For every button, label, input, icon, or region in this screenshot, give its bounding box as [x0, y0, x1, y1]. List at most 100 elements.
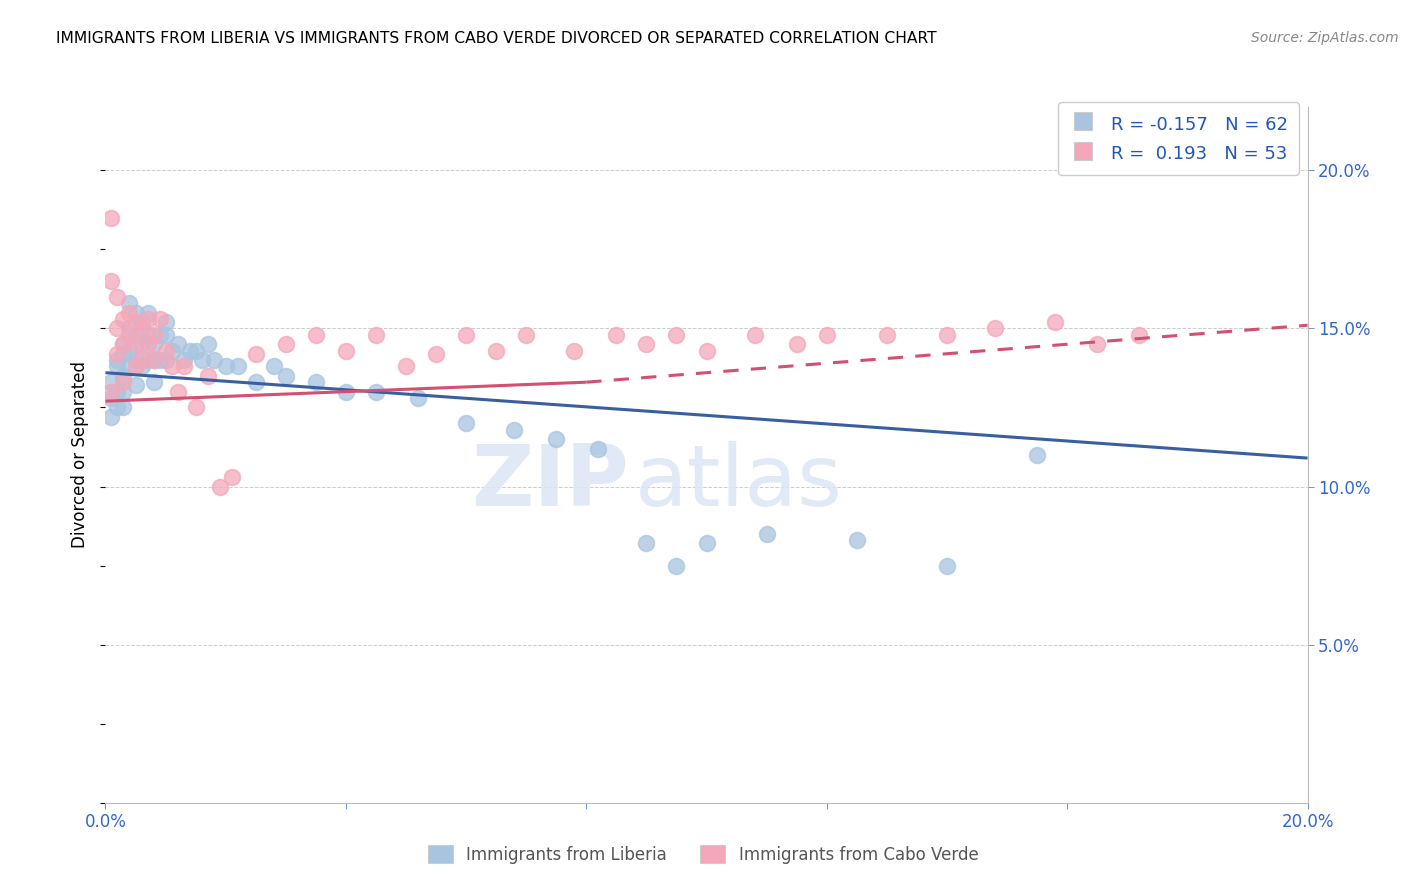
Point: [636, 337, 658, 351]
Text: ZIP: ZIP: [471, 442, 628, 524]
Point: [166, 384, 188, 399]
Point: [1128, 327, 1150, 342]
Point: [131, 337, 153, 351]
Point: [696, 343, 718, 358]
Point: [263, 359, 285, 374]
Point: [112, 401, 135, 415]
Point: [208, 479, 231, 493]
Point: [197, 368, 219, 383]
Point: [755, 527, 778, 541]
Point: [503, 423, 526, 437]
Point: [605, 327, 627, 342]
Point: [936, 558, 959, 573]
Point: [107, 401, 129, 415]
Point: [305, 327, 328, 342]
Text: IMMIGRANTS FROM LIBERIA VS IMMIGRANTS FROM CABO VERDE DIVORCED OR SEPARATED CORR: IMMIGRANTS FROM LIBERIA VS IMMIGRANTS FR…: [56, 31, 936, 46]
Point: [221, 470, 243, 484]
Point: [131, 353, 153, 368]
Point: [562, 343, 585, 358]
Point: [118, 327, 141, 342]
Point: [425, 347, 447, 361]
Legend: Immigrants from Liberia, Immigrants from Cabo Verde: Immigrants from Liberia, Immigrants from…: [420, 838, 986, 871]
Point: [124, 378, 146, 392]
Point: [124, 305, 146, 319]
Point: [274, 337, 297, 351]
Point: [546, 432, 568, 446]
Point: [131, 359, 153, 374]
Point: [100, 409, 122, 424]
Point: [1026, 448, 1049, 462]
Point: [112, 347, 135, 361]
Point: [202, 353, 225, 368]
Point: [395, 359, 418, 374]
Point: [485, 343, 508, 358]
Point: [876, 327, 898, 342]
Y-axis label: Divorced or Separated: Divorced or Separated: [72, 361, 90, 549]
Point: [786, 337, 808, 351]
Point: [136, 312, 159, 326]
Point: [335, 384, 357, 399]
Point: [124, 337, 146, 351]
Point: [142, 375, 165, 389]
Point: [136, 337, 159, 351]
Point: [155, 343, 177, 358]
Point: [454, 417, 477, 431]
Point: [131, 321, 153, 335]
Point: [184, 401, 207, 415]
Point: [984, 321, 1007, 335]
Legend: R = -0.157   N = 62, R =  0.193   N = 53: R = -0.157 N = 62, R = 0.193 N = 53: [1059, 103, 1299, 175]
Point: [636, 536, 658, 550]
Point: [179, 343, 201, 358]
Point: [118, 359, 141, 374]
Point: [142, 327, 165, 342]
Point: [245, 347, 267, 361]
Point: [588, 442, 610, 456]
Point: [124, 359, 146, 374]
Point: [100, 211, 122, 225]
Point: [197, 337, 219, 351]
Point: [136, 327, 159, 342]
Point: [148, 353, 170, 368]
Point: [118, 321, 141, 335]
Point: [142, 353, 165, 368]
Point: [155, 315, 177, 329]
Point: [696, 536, 718, 550]
Point: [744, 327, 766, 342]
Point: [845, 533, 868, 548]
Point: [107, 384, 129, 399]
Point: [305, 375, 328, 389]
Point: [936, 327, 959, 342]
Point: [136, 353, 159, 368]
Point: [173, 359, 195, 374]
Point: [112, 337, 135, 351]
Point: [124, 327, 146, 342]
Point: [148, 312, 170, 326]
Point: [148, 327, 170, 342]
Point: [112, 368, 135, 383]
Point: [131, 315, 153, 329]
Point: [160, 359, 183, 374]
Point: [124, 353, 146, 368]
Text: Source: ZipAtlas.com: Source: ZipAtlas.com: [1251, 31, 1399, 45]
Point: [173, 353, 195, 368]
Point: [118, 296, 141, 310]
Point: [107, 353, 129, 368]
Point: [100, 384, 122, 399]
Point: [112, 337, 135, 351]
Point: [142, 337, 165, 351]
Point: [406, 391, 429, 405]
Point: [214, 359, 236, 374]
Point: [190, 353, 212, 368]
Point: [112, 384, 135, 399]
Point: [142, 353, 165, 368]
Point: [107, 321, 129, 335]
Point: [107, 290, 129, 304]
Point: [118, 305, 141, 319]
Point: [118, 343, 141, 358]
Point: [166, 337, 188, 351]
Text: atlas: atlas: [634, 442, 842, 524]
Point: [107, 347, 129, 361]
Point: [100, 375, 122, 389]
Point: [107, 359, 129, 374]
Point: [335, 343, 357, 358]
